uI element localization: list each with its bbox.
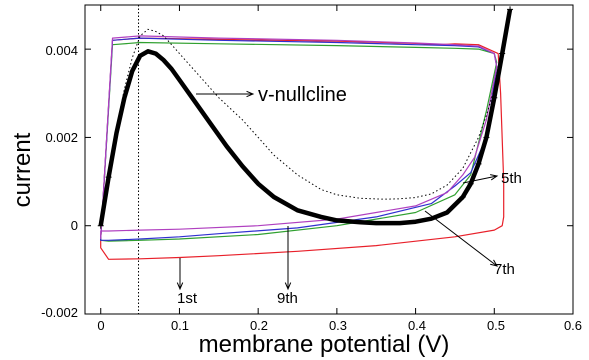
series-line-7th <box>100 37 498 241</box>
arrow-5th-head <box>490 174 499 181</box>
series-layer <box>97 5 514 314</box>
nullcline-point-marker <box>507 6 514 13</box>
arrow-9th-head <box>284 282 292 291</box>
x-tick-label: 0.6 <box>564 318 582 333</box>
nullcline-point-marker <box>459 194 466 201</box>
nullcline-point-marker <box>491 94 498 101</box>
annotation-1st: 1st <box>177 290 198 307</box>
x-tick-label: 0 <box>97 318 104 333</box>
dotted-curve <box>100 28 495 226</box>
plot-border <box>84 4 574 315</box>
arrow-7th-head <box>490 259 499 267</box>
annotation-9th: 9th <box>277 290 298 307</box>
axis-ticks: 0 0.1 0.2 0.3 0.4 0.5 0.6 -0.002 0 0.002… <box>41 43 582 333</box>
y-tick-label: 0.002 <box>45 130 78 145</box>
nullcline-point-marker <box>97 222 104 229</box>
series-line-unnamed-1 <box>100 41 498 242</box>
arrow-5th <box>462 175 498 184</box>
y-axis-label: current <box>9 132 36 207</box>
y-tick-label: -0.002 <box>41 305 78 320</box>
arrow-7th <box>424 210 498 267</box>
annotation-arrows <box>176 90 499 291</box>
nullcline-point-marker <box>475 160 482 167</box>
nullcline-point-marker <box>499 50 506 57</box>
series-line-9th <box>100 35 498 240</box>
nullcline-point-marker <box>483 134 490 141</box>
x-tick-label: 0.3 <box>329 318 347 333</box>
annotations: v-nullcline 5th 7th 1st 9th <box>177 84 522 307</box>
plot-frame <box>84 4 574 315</box>
y-tick-label: 0 <box>71 218 78 233</box>
annotation-7th: 7th <box>494 261 515 278</box>
annotation-v-nullcline: v-nullcline <box>258 84 347 106</box>
v-nullcline-curve <box>98 9 513 227</box>
annotation-5th: 5th <box>501 170 522 187</box>
x-tick-label: 0.2 <box>250 318 268 333</box>
x-axis-label: membrane potential (V) <box>199 331 450 358</box>
arrow-1st-head <box>176 282 184 291</box>
x-tick-label: 0.1 <box>171 318 189 333</box>
y-tick-label: 0.004 <box>45 43 78 58</box>
arrow-v-nullcline-head <box>246 90 255 98</box>
series-line-1st <box>100 37 505 260</box>
x-tick-label: 0.4 <box>408 318 426 333</box>
x-tick-label: 0.5 <box>487 318 505 333</box>
